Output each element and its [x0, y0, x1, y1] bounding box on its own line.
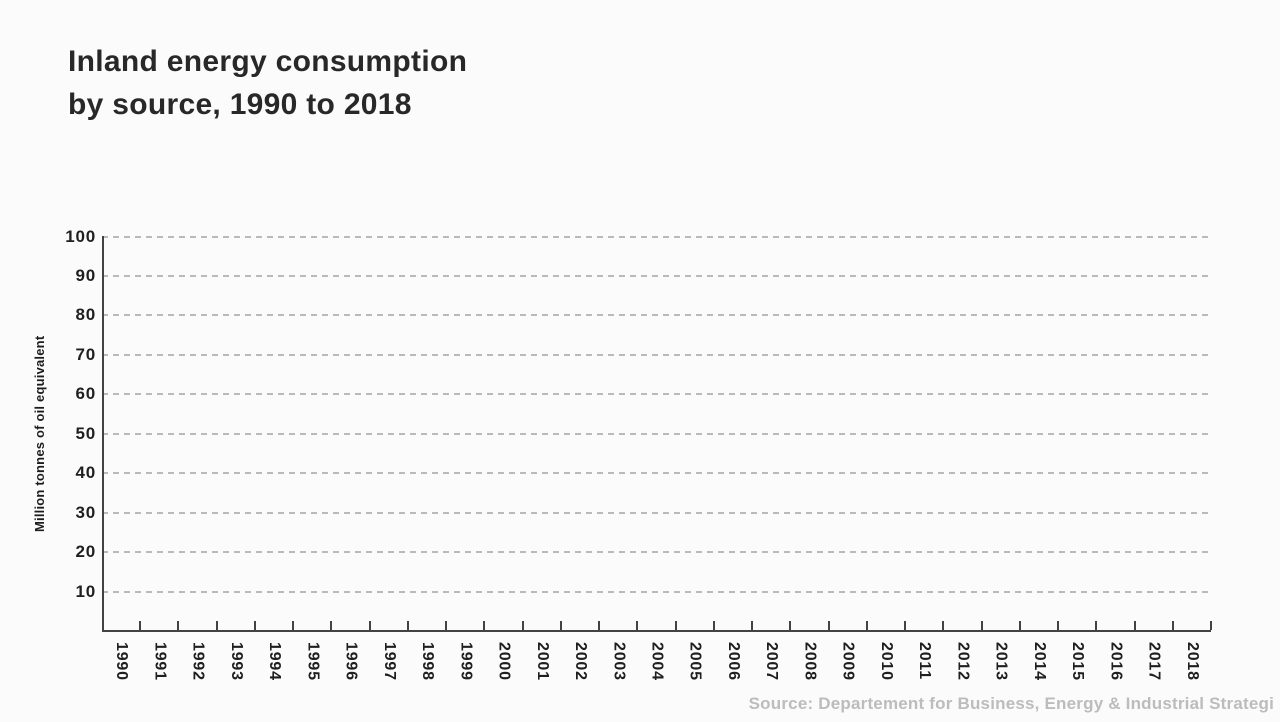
gridline-90 [102, 275, 1211, 278]
x-tick-label-2018: 2018 [1183, 642, 1201, 681]
y-tick-label-50: 50 [75, 423, 96, 443]
x-tick-mark [789, 621, 792, 630]
gridline-70 [102, 353, 1211, 356]
x-tick-mark [1057, 621, 1060, 630]
x-tick-label-1993: 1993 [227, 642, 245, 681]
x-tick-mark [598, 621, 601, 630]
x-tick-label-2011: 2011 [916, 642, 934, 680]
x-tick-mark [1133, 621, 1136, 630]
x-tick-label-2008: 2008 [801, 642, 819, 681]
x-tick-mark [483, 621, 486, 630]
x-tick-mark [636, 621, 639, 630]
x-tick-mark [406, 621, 409, 630]
gridline-100 [102, 235, 1211, 238]
x-tick-mark [1095, 621, 1098, 630]
x-tick-label-1997: 1997 [380, 642, 398, 681]
x-tick-mark [751, 621, 754, 630]
y-tick-label-100: 100 [65, 226, 96, 246]
x-tick-mark [1018, 621, 1021, 630]
x-tick-label-2004: 2004 [648, 642, 666, 681]
gridline-10 [102, 590, 1211, 593]
chart-title: Inland energy consumption by source, 1990… [68, 40, 467, 126]
y-tick-label-60: 60 [75, 384, 96, 404]
gridline-20 [102, 551, 1211, 554]
y-tick-label-90: 90 [75, 266, 96, 286]
x-tick-label-1996: 1996 [342, 642, 360, 681]
x-tick-mark [1210, 621, 1212, 630]
x-tick-label-2009: 2009 [839, 642, 857, 681]
x-tick-mark [980, 621, 983, 630]
x-tick-label-2010: 2010 [877, 642, 895, 681]
y-tick-label-20: 20 [75, 542, 96, 562]
x-tick-mark [445, 621, 448, 630]
gridline-60 [102, 393, 1211, 396]
x-tick-mark [521, 621, 524, 630]
y-tick-label-70: 70 [75, 344, 96, 364]
x-tick-label-2015: 2015 [1069, 642, 1087, 681]
gridline-30 [102, 511, 1211, 514]
gridline-40 [102, 472, 1211, 475]
gridline-80 [102, 314, 1211, 317]
x-tick-mark [253, 621, 256, 630]
x-tick-label-2000: 2000 [495, 642, 513, 681]
x-tick-mark [674, 621, 677, 630]
x-tick-mark [139, 621, 142, 630]
x-tick-label-1994: 1994 [266, 642, 284, 681]
x-tick-label-2002: 2002 [572, 642, 590, 681]
x-tick-mark [904, 621, 907, 630]
x-tick-label-2017: 2017 [1145, 642, 1163, 681]
y-tick-label-30: 30 [75, 502, 96, 522]
x-tick-label-1992: 1992 [189, 642, 207, 681]
x-tick-mark [712, 621, 715, 630]
x-tick-mark [177, 621, 180, 630]
x-tick-label-2001: 2001 [533, 642, 551, 681]
x-tick-label-2014: 2014 [1030, 642, 1048, 681]
x-tick-label-2003: 2003 [610, 642, 628, 681]
x-tick-mark [330, 621, 333, 630]
x-tick-mark [827, 621, 830, 630]
x-tick-label-1999: 1999 [457, 642, 475, 681]
x-tick-mark [559, 621, 562, 630]
x-tick-mark [368, 621, 371, 630]
x-tick-label-2012: 2012 [954, 642, 972, 681]
gridline-50 [102, 432, 1211, 435]
x-tick-label-2016: 2016 [1107, 642, 1125, 681]
x-tick-mark [292, 621, 295, 630]
x-tick-label-2013: 2013 [992, 642, 1010, 681]
x-tick-label-1998: 1998 [419, 642, 437, 681]
x-tick-label-2006: 2006 [724, 642, 742, 681]
chart-title-line1: Inland energy consumption [68, 45, 468, 78]
x-tick-label-1995: 1995 [304, 642, 322, 681]
x-tick-label-1990: 1990 [113, 642, 131, 681]
x-tick-mark [942, 621, 945, 630]
y-axis-line [102, 236, 104, 632]
x-tick-mark [1171, 621, 1174, 630]
x-tick-mark [215, 621, 218, 630]
x-tick-label-2005: 2005 [686, 642, 704, 681]
y-tick-label-10: 10 [75, 581, 96, 601]
x-axis-line [102, 630, 1211, 632]
y-tick-label-40: 40 [75, 463, 96, 483]
x-tick-mark [865, 621, 868, 630]
source-note: Source: Departement for Business, Energy… [748, 694, 1274, 713]
chart-title-line2: by source, 1990 to 2018 [68, 88, 412, 121]
x-tick-label-1991: 1991 [151, 642, 169, 681]
x-tick-label-2007: 2007 [763, 642, 781, 681]
y-tick-label-80: 80 [75, 305, 96, 325]
